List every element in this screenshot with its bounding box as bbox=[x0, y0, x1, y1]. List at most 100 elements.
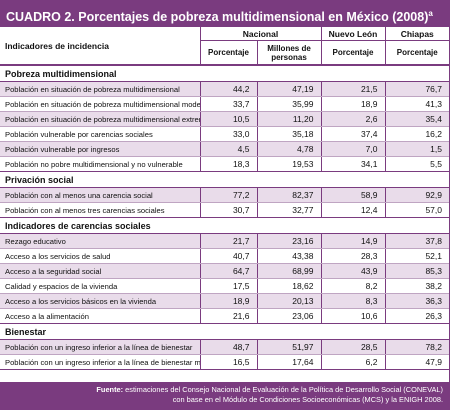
value-cell: 4,78 bbox=[257, 141, 322, 157]
table-row: Población en situación de pobreza multid… bbox=[0, 111, 449, 127]
table-row: Población vulnerable por ingresos 4,5 4,78… bbox=[0, 141, 449, 157]
table-body: Pobreza multidimensional Población en sit… bbox=[0, 65, 449, 370]
table-row: Población no pobre multidimensional y no… bbox=[0, 156, 449, 172]
value-cell: 18,62 bbox=[257, 278, 322, 294]
value-cell: 48,7 bbox=[200, 339, 258, 355]
value-cell: 17,64 bbox=[257, 354, 322, 370]
row-label: Población vulnerable por ingresos bbox=[0, 141, 201, 157]
value-cell: 18,9 bbox=[200, 293, 258, 309]
value-cell: 51,97 bbox=[257, 339, 322, 355]
source-line-1: estimaciones del Consejo Nacional de Eva… bbox=[125, 385, 443, 394]
value-cell: 47,9 bbox=[385, 354, 449, 370]
value-cell: 23,06 bbox=[257, 308, 322, 324]
table-row: Población con al menos tres carencias so… bbox=[0, 202, 449, 218]
table-row: Acceso a la seguridad social 64,7 68,99 43,… bbox=[0, 263, 449, 279]
value-cell: 12,4 bbox=[321, 202, 386, 218]
value-cell: 19,53 bbox=[257, 156, 322, 172]
value-cell: 8,2 bbox=[321, 278, 386, 294]
value-cell: 14,9 bbox=[321, 233, 386, 249]
table-row: Población vulnerable por carencias socia… bbox=[0, 126, 449, 142]
value-cell: 41,3 bbox=[385, 96, 449, 112]
row-label: Acceso a la seguridad social bbox=[0, 263, 201, 279]
row-label: Población en situación de pobreza multid… bbox=[0, 81, 201, 97]
value-cell: 28,5 bbox=[321, 339, 386, 355]
table-row: Acceso a los servicios de salud 40,7 43,38… bbox=[0, 248, 449, 264]
value-cell: 4,5 bbox=[200, 141, 258, 157]
value-cell: 16,2 bbox=[385, 126, 449, 142]
value-cell: 6,2 bbox=[321, 354, 386, 370]
value-cell: 32,77 bbox=[257, 202, 322, 218]
value-cell: 37,8 bbox=[385, 233, 449, 249]
value-cell: 10,5 bbox=[200, 111, 258, 127]
value-cell: 47,19 bbox=[257, 81, 322, 97]
value-cell: 8,3 bbox=[321, 293, 386, 309]
section-header-row: Privación social bbox=[0, 171, 449, 188]
row-label: Acceso a los servicios básicos en la viv… bbox=[0, 293, 201, 309]
value-cell: 1,5 bbox=[385, 141, 449, 157]
value-cell: 23,16 bbox=[257, 233, 322, 249]
source-footnote: Fuente: estimaciones del Consejo Naciona… bbox=[0, 382, 449, 409]
value-cell: 7,0 bbox=[321, 141, 386, 157]
value-cell: 16,5 bbox=[200, 354, 258, 370]
value-cell: 36,3 bbox=[385, 293, 449, 309]
header-row-units: Porcentaje Millones de personas Porcenta… bbox=[0, 40, 449, 66]
section-title: Pobreza multidimensional bbox=[0, 65, 449, 82]
section-title: Indicadores de carencias sociales bbox=[0, 217, 449, 234]
value-cell: 18,3 bbox=[200, 156, 258, 172]
header-indicators: Indicadores de incidencia bbox=[0, 27, 201, 66]
row-label: Población en situación de pobreza multid… bbox=[0, 96, 201, 112]
value-cell: 78,2 bbox=[385, 339, 449, 355]
value-cell: 21,6 bbox=[200, 308, 258, 324]
value-cell: 18,9 bbox=[321, 96, 386, 112]
value-cell: 28,3 bbox=[321, 248, 386, 264]
section-header-row: Indicadores de carencias sociales bbox=[0, 217, 449, 234]
table-row: Rezago educativo 21,7 23,16 14,9 37,8 bbox=[0, 233, 449, 249]
table-row: Acceso a los servicios básicos en la viv… bbox=[0, 293, 449, 309]
value-cell: 35,18 bbox=[257, 126, 322, 142]
value-cell: 26,3 bbox=[385, 308, 449, 324]
value-cell: 21,7 bbox=[200, 233, 258, 249]
header-nacional-porcentaje: Porcentaje bbox=[200, 40, 258, 66]
value-cell: 33,7 bbox=[200, 96, 258, 112]
value-cell: 11,20 bbox=[257, 111, 322, 127]
value-cell: 34,1 bbox=[321, 156, 386, 172]
value-cell: 85,3 bbox=[385, 263, 449, 279]
table-row: Población con al menos una carencia soci… bbox=[0, 187, 449, 203]
table-row: Población con un ingreso inferior a la l… bbox=[0, 339, 449, 355]
value-cell: 5,5 bbox=[385, 156, 449, 172]
header-row-groups: Indicadores de incidencia Nacional Nuevo… bbox=[0, 27, 449, 66]
table-number: CUADRO 2. bbox=[6, 10, 75, 25]
table-row: Acceso a la alimentación 21,6 23,06 10,6 26,… bbox=[0, 308, 449, 324]
value-cell: 17,5 bbox=[200, 278, 258, 294]
poverty-table: Indicadores de incidencia Nacional Nuevo… bbox=[0, 27, 449, 370]
row-label: Población con un ingreso inferior a la l… bbox=[0, 354, 201, 370]
row-label: Población con al menos tres carencias so… bbox=[0, 202, 201, 218]
header-group-chiapas: Chiapas bbox=[385, 27, 449, 41]
section-header-row: Bienestar bbox=[0, 323, 449, 340]
header-group-nacional: Nacional bbox=[200, 27, 322, 41]
value-cell: 77,2 bbox=[200, 187, 258, 203]
value-cell: 44,2 bbox=[200, 81, 258, 97]
value-cell: 30,7 bbox=[200, 202, 258, 218]
value-cell: 76,7 bbox=[385, 81, 449, 97]
row-label: Población con un ingreso inferior a la l… bbox=[0, 339, 201, 355]
value-cell: 58,9 bbox=[321, 187, 386, 203]
row-label: Rezago educativo bbox=[0, 233, 201, 249]
table-title: CUADRO 2. Porcentajes de pobreza multidi… bbox=[0, 0, 449, 27]
value-cell: 57,0 bbox=[385, 202, 449, 218]
table-row: Población en situación de pobreza multid… bbox=[0, 81, 449, 97]
value-cell: 43,9 bbox=[321, 263, 386, 279]
source-line-2: con base en el Módulo de Condiciones Soc… bbox=[172, 395, 443, 404]
source-label: Fuente: bbox=[96, 385, 124, 394]
value-cell: 92,9 bbox=[385, 187, 449, 203]
value-cell: 82,37 bbox=[257, 187, 322, 203]
value-cell: 37,4 bbox=[321, 126, 386, 142]
table-title-text: Porcentajes de pobreza multidimensional … bbox=[78, 10, 429, 25]
header-chiapas-porcentaje: Porcentaje bbox=[385, 40, 449, 66]
section-header-row: Pobreza multidimensional bbox=[0, 65, 449, 82]
row-label: Población con al menos una carencia soci… bbox=[0, 187, 201, 203]
row-label: Calidad y espacios de la vivienda bbox=[0, 278, 201, 294]
value-cell: 68,99 bbox=[257, 263, 322, 279]
header-nuevo-leon-porcentaje: Porcentaje bbox=[321, 40, 386, 66]
